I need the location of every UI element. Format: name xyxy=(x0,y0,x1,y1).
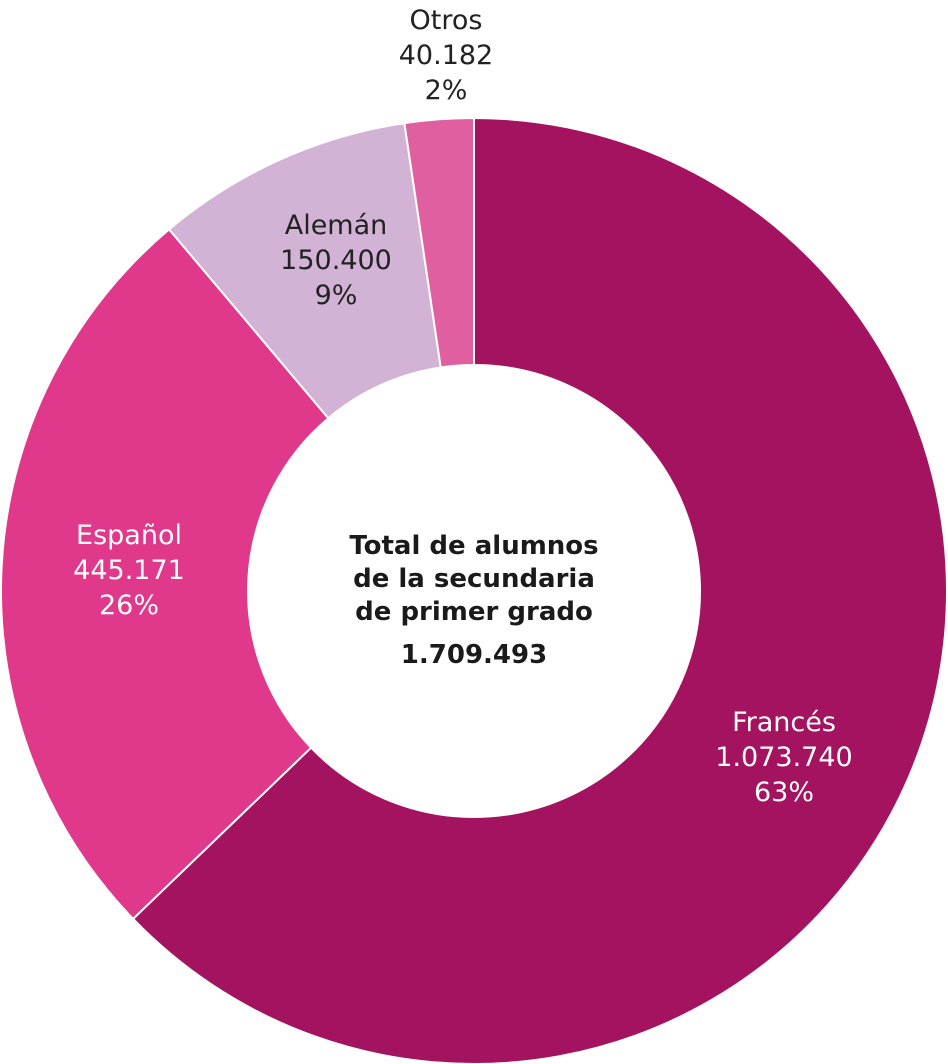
slice-label-espanol: Español 445.171 26% xyxy=(73,518,185,623)
slice-value: 1.073.740 xyxy=(715,742,853,773)
slice-label-aleman: Alemán 150.400 9% xyxy=(280,208,392,313)
center-line: Total de alumnos xyxy=(349,531,599,561)
slice-value: 150.400 xyxy=(280,245,392,276)
slice-name: Otros xyxy=(409,5,483,36)
slice-percent: 26% xyxy=(98,590,159,621)
center-total: 1.709.493 xyxy=(400,640,548,670)
slice-label-otros: Otros 40.182 2% xyxy=(399,3,493,108)
slice-frances xyxy=(131,116,948,1064)
center-line: de primer grado xyxy=(355,597,593,627)
slice-percent: 9% xyxy=(314,280,358,311)
slice-label-frances: Francés 1.073.740 63% xyxy=(715,705,852,810)
slice-value: 445.171 xyxy=(73,555,185,586)
slice-name: Francés xyxy=(732,707,836,738)
slice-percent: 63% xyxy=(753,777,815,808)
center-line: de la secundaria xyxy=(353,564,595,594)
slice-espanol xyxy=(0,227,330,921)
center-label: Total de alumnos de la secundaria de pri… xyxy=(349,530,598,672)
slice-name: Alemán xyxy=(284,210,388,241)
slice-value: 40.182 xyxy=(398,40,494,71)
slice-name: Español xyxy=(76,520,182,551)
slice-percent: 2% xyxy=(424,75,468,106)
slice-otros xyxy=(403,116,475,369)
slice-aleman xyxy=(167,122,442,420)
